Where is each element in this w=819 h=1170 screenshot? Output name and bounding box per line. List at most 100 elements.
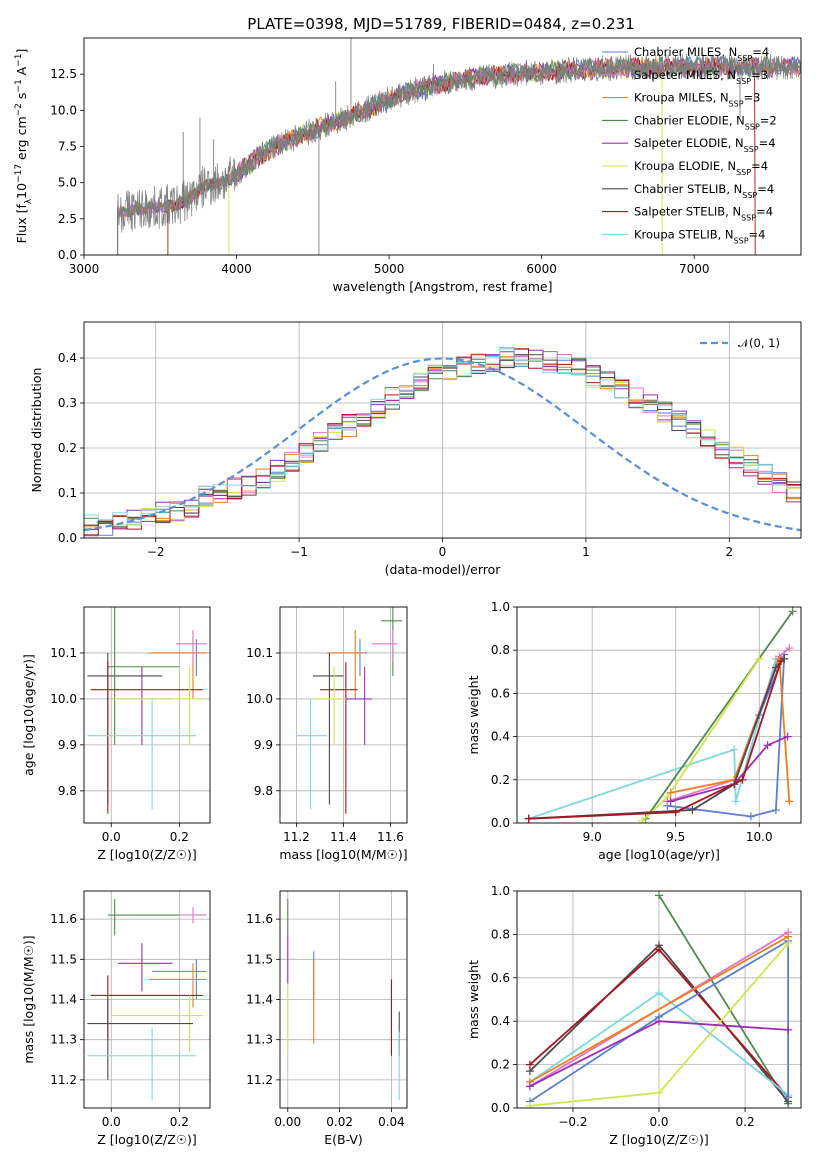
x-tick-label: 9.0 xyxy=(583,830,602,844)
histogram-salpeter-stelib xyxy=(84,348,801,536)
plot-area-weight_vs_Z xyxy=(517,891,801,1108)
series-line-chabrier-miles xyxy=(529,939,789,1103)
y-tick-label: 0.4 xyxy=(491,730,510,744)
y-tick-label: 11.4 xyxy=(246,993,273,1007)
y-tick-label: 10.1 xyxy=(246,646,273,660)
y-tick-label: 11.4 xyxy=(50,993,77,1007)
x-tick-label: 3000 xyxy=(69,262,100,276)
y-tick-label: 9.9 xyxy=(254,738,273,752)
series-marker-salpeter-elodie xyxy=(783,732,792,741)
axes-frame xyxy=(83,890,211,1109)
y-axis-label: Flux [fλ10−17 erg cm−2 s−1 A−1] xyxy=(14,49,34,244)
y-axis-label: Normed distribution xyxy=(29,368,44,493)
y-tick-label: 0.2 xyxy=(58,441,77,455)
panel-weight_vs_age: 9.0 9.5 10.0 0.0 0.2 0.4 0.6 0.8 1.0 age [log10(a… xyxy=(466,600,802,862)
y-tick-label: 7.5 xyxy=(58,140,77,154)
legend-label-kroupa-stelib: Kroupa STELIB, NSSP=4 xyxy=(634,227,765,245)
y-tick-label: 12.5 xyxy=(50,67,77,81)
legend-label-kroupa-elodie: Kroupa ELODIE, NSSP=4 xyxy=(634,159,768,177)
series-marker-salpeter-elodie xyxy=(525,1082,534,1091)
y-tick-label: 10.1 xyxy=(50,646,77,660)
spectrum-data-line xyxy=(117,53,801,255)
x-tick-label: 10.0 xyxy=(746,830,773,844)
legend-label-salpeter-stelib: Salpeter STELIB, NSSP=4 xyxy=(634,205,773,223)
y-tick-label: 0.8 xyxy=(491,927,510,941)
x-axis-label: Z [log10(Z/Z☉)] xyxy=(97,1132,197,1147)
y-tick-label: 11.6 xyxy=(50,912,77,926)
series-line-chabrier-stelib xyxy=(528,658,785,820)
y-tick-label: 0.1 xyxy=(58,486,77,500)
series-marker-kroupa-miles xyxy=(666,788,675,797)
x-tick-label: 4000 xyxy=(221,262,252,276)
series-marker-salpeter-stelib xyxy=(655,945,663,954)
axes-frame xyxy=(516,890,802,1109)
y-tick-label: 0.4 xyxy=(58,351,77,365)
y-tick-label: 9.9 xyxy=(58,738,77,752)
series-marker-salpeter-elodie xyxy=(655,1017,663,1026)
normal-curve xyxy=(84,357,801,532)
histogram-chabrier-elodie xyxy=(84,355,801,528)
series-line-chabrier-elodie xyxy=(658,894,789,1105)
panel-weight_vs_Z: −0.2 0.0 0.2 0.0 0.2 0.4 0.6 0.8 1.0 Z [log10(Z/Z… xyxy=(466,884,802,1147)
y-tick-label: 0.6 xyxy=(491,971,510,985)
series-marker-kroupa-stelib xyxy=(655,988,663,997)
y-tick-label: 0.2 xyxy=(491,773,510,787)
series-line-kroupa-miles xyxy=(529,935,789,1083)
x-tick-label: 0.04 xyxy=(378,1115,405,1129)
plot-area-residuals xyxy=(84,322,801,538)
y-tick-label: 11.5 xyxy=(50,952,77,966)
y-tick-label: 1.0 xyxy=(491,600,510,614)
histogram-chabrier-stelib xyxy=(84,354,801,528)
series-marker-salpeter-miles xyxy=(785,644,794,653)
panel-residuals: −2 −1 0 1 2 0.0 0.1 0.2 0.3 0.4 (data-model)/error… xyxy=(29,321,802,577)
y-tick-label: 0.3 xyxy=(58,396,77,410)
legend-label-salpeter-miles: Salpeter MILES, NSSP=3 xyxy=(634,68,768,86)
series-marker-chabrier-elodie xyxy=(655,891,663,900)
y-tick-label: 9.8 xyxy=(58,784,77,798)
series-marker-kroupa-elodie xyxy=(655,1088,663,1097)
plot-area-spectrum xyxy=(117,38,801,255)
y-tick-label: 5.0 xyxy=(58,176,77,190)
y-tick-label: 11.5 xyxy=(246,952,273,966)
series-marker-kroupa-elodie xyxy=(525,1101,534,1108)
legend-label-kroupa-miles: Kroupa MILES, NSSP=3 xyxy=(634,91,760,109)
series-marker-salpeter-stelib xyxy=(524,814,533,823)
y-tick-label: 0.0 xyxy=(491,816,510,830)
legend-label-chabrier-miles: Chabrier MILES, NSSP=4 xyxy=(634,45,769,63)
axes-frame xyxy=(516,606,802,824)
legend-label-chabrier-stelib: Chabrier STELIB, NSSP=4 xyxy=(634,182,774,200)
legend-label-chabrier-elodie: Chabrier ELODIE, NSSP=2 xyxy=(634,113,777,130)
axes-frame xyxy=(83,606,211,824)
y-tick-label: 0.4 xyxy=(491,1014,510,1028)
x-tick-label: 0.0 xyxy=(649,1115,668,1129)
x-tick-label: 0.00 xyxy=(274,1115,301,1129)
x-axis-label: Z [log10(Z/Z☉)] xyxy=(97,847,197,862)
panel-mass_vs_Z: 0.0 0.2 11.2 11.3 11.4 11.5 11.6 Z [log10(Z/Z☉)… xyxy=(21,890,211,1147)
spectrum-legend: Chabrier MILES, NSSP=4 Salpeter MILES, NS… xyxy=(602,45,777,245)
x-tick-label: 0.2 xyxy=(170,830,189,844)
axes-frame xyxy=(279,606,408,824)
axes-frame xyxy=(279,890,408,1109)
histogram-kroupa-elodie xyxy=(84,353,801,529)
series-marker-salpeter-stelib xyxy=(776,657,785,665)
series-marker-salpeter-elodie xyxy=(784,1025,793,1034)
histogram-salpeter-elodie xyxy=(84,349,801,530)
y-tick-label: 11.6 xyxy=(246,912,273,926)
x-tick-label: 1 xyxy=(582,545,590,559)
x-tick-label: −0.2 xyxy=(558,1115,587,1129)
series-marker-kroupa-miles xyxy=(785,797,794,806)
x-tick-label: 0.2 xyxy=(736,1115,755,1129)
y-axis-label: age [log10(age/yr)] xyxy=(21,654,36,776)
legend-normal-label: 𝒩(0, 1) xyxy=(738,336,780,350)
panel-mass_vs_ebv: 0.00 0.02 0.04 11.2 11.3 11.4 11.5 11.6 E(B-V) xyxy=(246,890,408,1147)
x-axis-label: wavelength [Angstrom, rest frame] xyxy=(332,279,552,294)
series-line-salpeter-miles xyxy=(667,647,790,803)
x-tick-label: 11.2 xyxy=(283,830,310,844)
panel-spectrum: 3000 4000 5000 6000 7000 0.0 2.5 5.0 7.5 10.0 12.5… xyxy=(14,37,802,294)
y-tick-label: 0.0 xyxy=(491,1101,510,1115)
series-marker-chabrier-elodie xyxy=(788,607,797,616)
x-tick-label: 0.0 xyxy=(102,830,121,844)
plot-area-weight_vs_age xyxy=(517,607,801,823)
x-tick-label: 0.0 xyxy=(102,1115,121,1129)
